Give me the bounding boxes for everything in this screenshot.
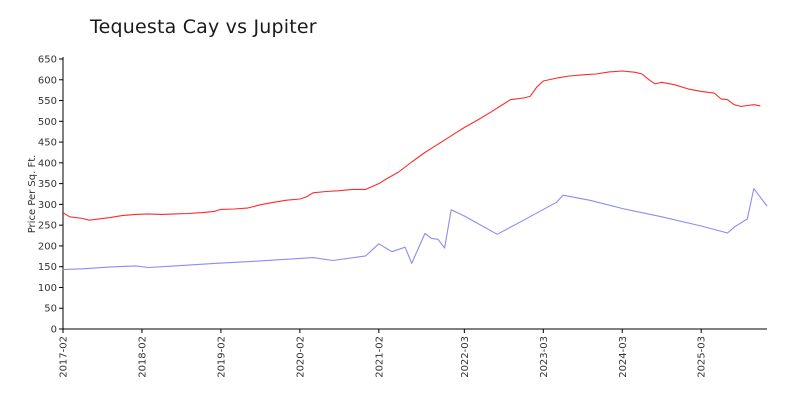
y-tick-label: 400 [38, 158, 57, 169]
y-tick-label: 500 [38, 117, 57, 128]
chart-title: Tequesta Cay vs Jupiter [90, 16, 317, 38]
y-tick-label: 350 [38, 179, 57, 190]
y-tick-label: 250 [38, 221, 57, 232]
x-tick-label: 2023-03 [539, 336, 550, 378]
x-tick-label: 2020-02 [295, 336, 306, 378]
x-tick-label: 2017-02 [59, 336, 70, 378]
x-tick-label: 2021-02 [374, 336, 385, 378]
x-tick-label: 2024-03 [618, 336, 629, 378]
y-tick-label: 300 [38, 200, 57, 211]
y-axis-label: Price Per Sq. Ft. [27, 155, 38, 234]
x-tick-label: 2025-03 [697, 336, 708, 378]
x-tick-label: 2018-02 [137, 336, 148, 378]
y-tick-label: 150 [38, 262, 57, 273]
y-tick-label: 50 [44, 304, 57, 315]
x-tick-label: 2019-02 [216, 336, 227, 378]
y-tick-label: 600 [38, 75, 57, 86]
x-tick-label: 2022-03 [460, 336, 471, 378]
series-line-2 [62, 188, 768, 271]
axes: 0 50 100 150 200 250 300 350 400 450 500 550 600 650 2… [38, 55, 767, 378]
y-tick-label: 450 [38, 138, 57, 149]
y-tick-label: 0 [51, 325, 57, 336]
y-tick-label: 650 [38, 55, 57, 66]
y-tick-label: 200 [38, 241, 57, 252]
y-tick-label: 550 [38, 96, 57, 107]
y-tick-label: 100 [38, 283, 57, 294]
series-group [62, 70, 768, 271]
series-line-1 [62, 70, 761, 221]
